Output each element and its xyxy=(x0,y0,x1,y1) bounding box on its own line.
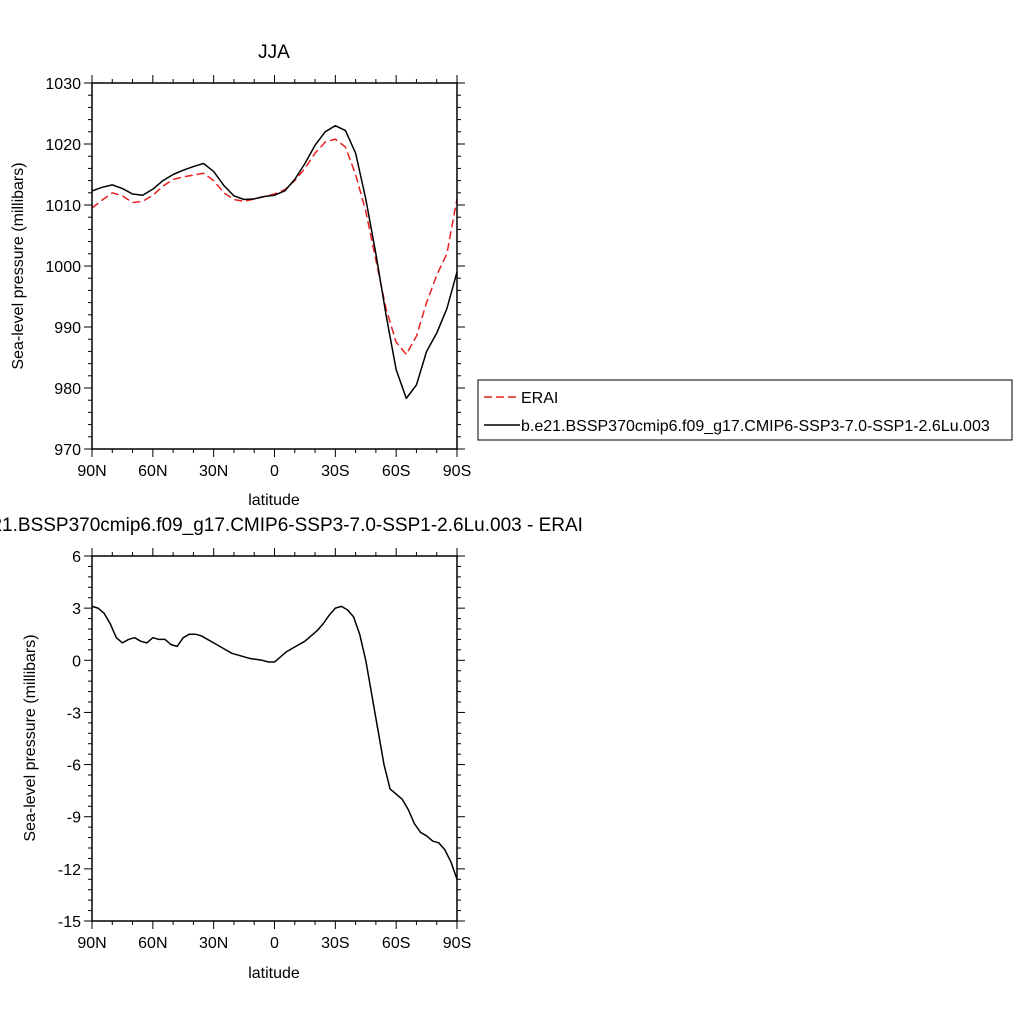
legend-box xyxy=(477,379,1013,441)
top-x-tick-label: 90N xyxy=(77,463,106,480)
top-y-tick-label: 1010 xyxy=(45,198,81,215)
top-x-tick-label: 90S xyxy=(443,463,471,480)
top-series-line-1 xyxy=(91,124,458,400)
bottom-x-tick-label: 60S xyxy=(382,935,410,952)
bottom-y-tick-label: 6 xyxy=(72,549,81,566)
top-chart-title: JJA xyxy=(258,42,290,63)
bottom-y-tick-label: 3 xyxy=(72,601,81,618)
top-chart-frame xyxy=(91,82,458,450)
top-chart-ticks: 90N 60N 30N 0 30S 60S 90S 970 980 990 1000 1010 1020… xyxy=(45,75,471,480)
bottom-y-tick-label: -12 xyxy=(58,862,81,879)
bottom-chart-title: b.e21.BSSP370cmip6.f09_g17.CMIP6-SSP3-7.… xyxy=(0,515,583,536)
top-y-tick-label: 1030 xyxy=(45,76,81,93)
legend-label-erai: ERAI xyxy=(521,390,558,407)
legend-label-model: b.e21.BSSP370cmip6.f09_g17.CMIP6-SSP3-7.… xyxy=(521,418,990,435)
bottom-chart-xlabel: latitude xyxy=(248,965,300,982)
top-y-tick-label: 990 xyxy=(54,320,81,337)
bottom-y-tick-label: -9 xyxy=(67,810,81,827)
top-x-tick-label: 30N xyxy=(199,463,228,480)
bottom-chart-frame xyxy=(91,555,458,922)
top-y-tick-label: 1000 xyxy=(45,259,81,276)
bottom-x-tick-label: 60N xyxy=(138,935,167,952)
bottom-y-tick-label: -6 xyxy=(67,758,81,775)
top-x-tick-label: 60S xyxy=(382,463,410,480)
bottom-y-tick-label: -15 xyxy=(58,914,81,931)
top-chart-xlabel: latitude xyxy=(248,492,300,509)
bottom-x-tick-label: 0 xyxy=(270,935,279,952)
top-x-tick-label: 60N xyxy=(138,463,167,480)
bottom-chart-series xyxy=(91,605,458,880)
top-y-tick-label: 970 xyxy=(54,442,81,459)
top-x-tick-label: 30S xyxy=(321,463,349,480)
bottom-x-tick-label: 90S xyxy=(443,935,471,952)
bottom-series-line-0 xyxy=(91,605,458,880)
bottom-chart-ylabel: Sea-level pressure (millibars) xyxy=(22,634,39,841)
top-chart-series xyxy=(91,124,458,400)
top-y-tick-label: 980 xyxy=(54,381,81,398)
bottom-y-tick-label: 0 xyxy=(72,653,81,670)
bottom-x-tick-label: 30N xyxy=(199,935,228,952)
top-y-tick-label: 1020 xyxy=(45,137,81,154)
bottom-chart-ticks: 90N 60N 30N 0 30S 60S 90S -15 -12 -9 -6 -3 0 3 6 xyxy=(58,548,471,952)
top-series-line-0 xyxy=(91,138,458,356)
top-chart-ylabel: Sea-level pressure (millibars) xyxy=(10,162,27,369)
bottom-x-tick-label: 90N xyxy=(77,935,106,952)
top-x-tick-label: 0 xyxy=(270,463,279,480)
legend: ERAI b.e21.BSSP370cmip6.f09_g17.CMIP6-SS… xyxy=(477,379,1013,441)
bottom-y-tick-label: -3 xyxy=(67,705,81,722)
bottom-x-tick-label: 30S xyxy=(321,935,349,952)
